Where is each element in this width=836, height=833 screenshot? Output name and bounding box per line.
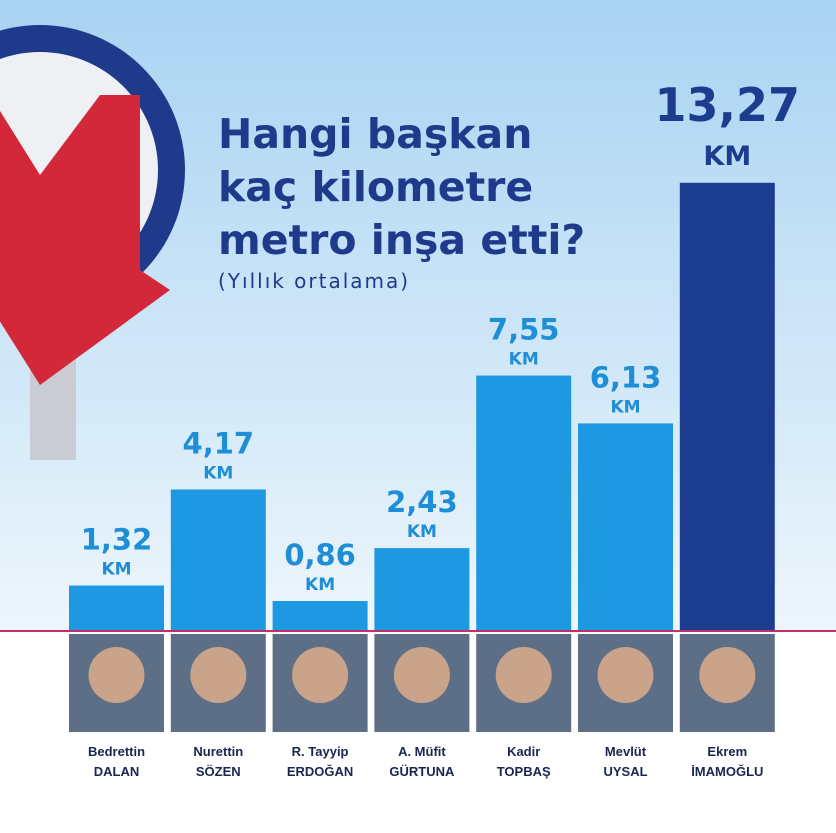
category-label: A. Müfit GÜRTUNA bbox=[389, 744, 455, 779]
portrait-face bbox=[597, 647, 654, 703]
category-label: R. Tayyip ERDOĞAN bbox=[286, 744, 354, 779]
category-label: Kadir TOPBAŞ bbox=[496, 744, 551, 779]
bar bbox=[374, 548, 470, 630]
unit-label: KM bbox=[203, 463, 233, 483]
unit-label: KM bbox=[101, 560, 131, 580]
value-label: 2,43 bbox=[386, 485, 458, 519]
bar bbox=[69, 585, 164, 630]
value-label: 4,17 bbox=[183, 426, 255, 460]
portrait-face bbox=[495, 647, 552, 703]
unit-label: KM bbox=[305, 575, 335, 595]
subtitle: (Yıllık ortalama) bbox=[218, 269, 410, 293]
portrait-face bbox=[292, 647, 349, 703]
unit-label: KM bbox=[703, 141, 751, 172]
bar bbox=[578, 423, 673, 630]
portrait-face bbox=[88, 647, 145, 703]
value-label: 7,55 bbox=[488, 313, 560, 347]
category-label: Ekrem İMAMOĞLU bbox=[691, 744, 764, 779]
bar bbox=[272, 601, 368, 630]
value-label: 6,13 bbox=[590, 360, 662, 394]
category-label: Mevlüt UYSAL bbox=[603, 744, 648, 779]
unit-label: KM bbox=[610, 397, 640, 417]
portrait-face bbox=[699, 647, 756, 703]
unit-label: KM bbox=[407, 522, 437, 542]
unit-label: KM bbox=[509, 350, 539, 370]
portrait-face bbox=[393, 647, 450, 703]
category-label: Bedrettin DALAN bbox=[87, 744, 146, 779]
value-label: 13,27 bbox=[655, 78, 801, 132]
value-label: 1,32 bbox=[81, 523, 153, 557]
metro-logo bbox=[0, 25, 185, 460]
category-label: Nurettin SÖZEN bbox=[193, 744, 244, 779]
bar bbox=[476, 375, 572, 630]
bar bbox=[170, 489, 266, 630]
title: Hangi başkan kaç kilometre metro inşa etti… bbox=[218, 110, 585, 264]
portrait-face bbox=[190, 647, 247, 703]
title-line: kaç kilometre bbox=[218, 163, 533, 211]
title-line: metro inşa etti? bbox=[218, 216, 585, 264]
value-label: 0,86 bbox=[284, 538, 356, 572]
title-line: Hangi başkan bbox=[218, 110, 532, 158]
bar bbox=[679, 182, 775, 630]
